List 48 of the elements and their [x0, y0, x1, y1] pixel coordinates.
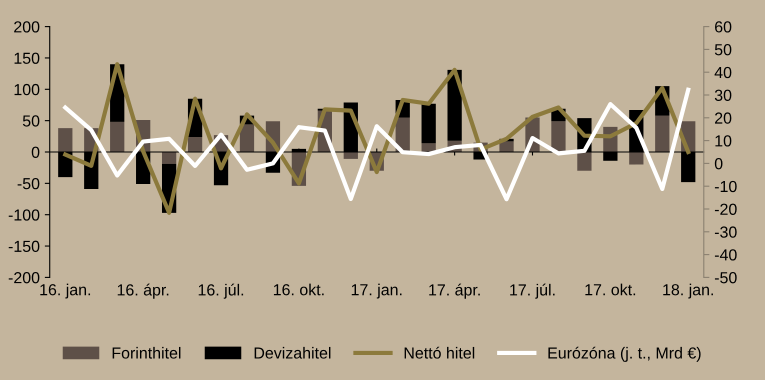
y2-tick-label: -20 — [714, 204, 737, 215]
line-series — [63, 62, 690, 215]
line-series — [63, 88, 690, 202]
x-tick-label: 16. okt. — [274, 284, 324, 296]
bar — [58, 128, 72, 152]
y-tick-label: -200 — [8, 272, 40, 284]
y-tick-label: -150 — [8, 240, 40, 252]
x-tick-label: 18. jan. — [663, 284, 713, 299]
y2-tick-label: 40 — [714, 66, 732, 78]
y2-tick-label: 10 — [715, 135, 732, 147]
x-tick-label: 17. júl. — [510, 284, 555, 299]
bar — [110, 122, 124, 152]
legend-label: Devizahitel — [254, 346, 330, 359]
y-tick-label: 100 — [14, 84, 40, 96]
x-tick-label: 16. jan. — [40, 284, 90, 299]
y2-tick-label: 20 — [715, 112, 732, 124]
y2-tick-label: -40 — [714, 249, 737, 261]
y-tick-label: -50 — [18, 178, 40, 190]
y-tick-label: -100 — [8, 209, 40, 221]
legend-label: Forinthitel — [112, 346, 180, 359]
bar — [422, 104, 436, 144]
y2-tick-label: 0 — [714, 158, 722, 170]
x-tick-label: 16. ápr. — [118, 284, 168, 299]
y-tick-label: 150 — [14, 52, 40, 64]
bar — [551, 121, 566, 152]
x-tick-label: 17. okt. — [585, 284, 636, 296]
bar — [577, 152, 592, 171]
y2-tick-label: 60 — [715, 21, 732, 33]
bar — [655, 116, 670, 152]
legend-label: Nettó hitel — [404, 346, 474, 359]
bar — [188, 136, 202, 152]
x-tick-label: 17. ápr. — [429, 284, 480, 299]
bar — [162, 152, 176, 164]
bar — [344, 152, 358, 159]
x-tick-label: 17. jan. — [352, 284, 402, 299]
y2-tick-label: 50 — [714, 44, 732, 56]
y2-tick-label: -50 — [714, 272, 737, 284]
x-tick-label: 16. júl. — [198, 284, 244, 299]
legend-label: Eurózóna (j. t., Mrd €) — [548, 346, 701, 362]
y2-tick-label: -30 — [714, 226, 737, 238]
y-tick-label: 200 — [14, 21, 40, 33]
y-tick-label: 50 — [22, 115, 40, 127]
y2-tick-label: -10 — [714, 180, 737, 192]
bar — [422, 143, 436, 152]
y2-tick-label: 30 — [714, 90, 732, 101]
bar — [629, 152, 644, 165]
y-tick-label: 0 — [32, 146, 40, 158]
bar — [240, 124, 254, 152]
